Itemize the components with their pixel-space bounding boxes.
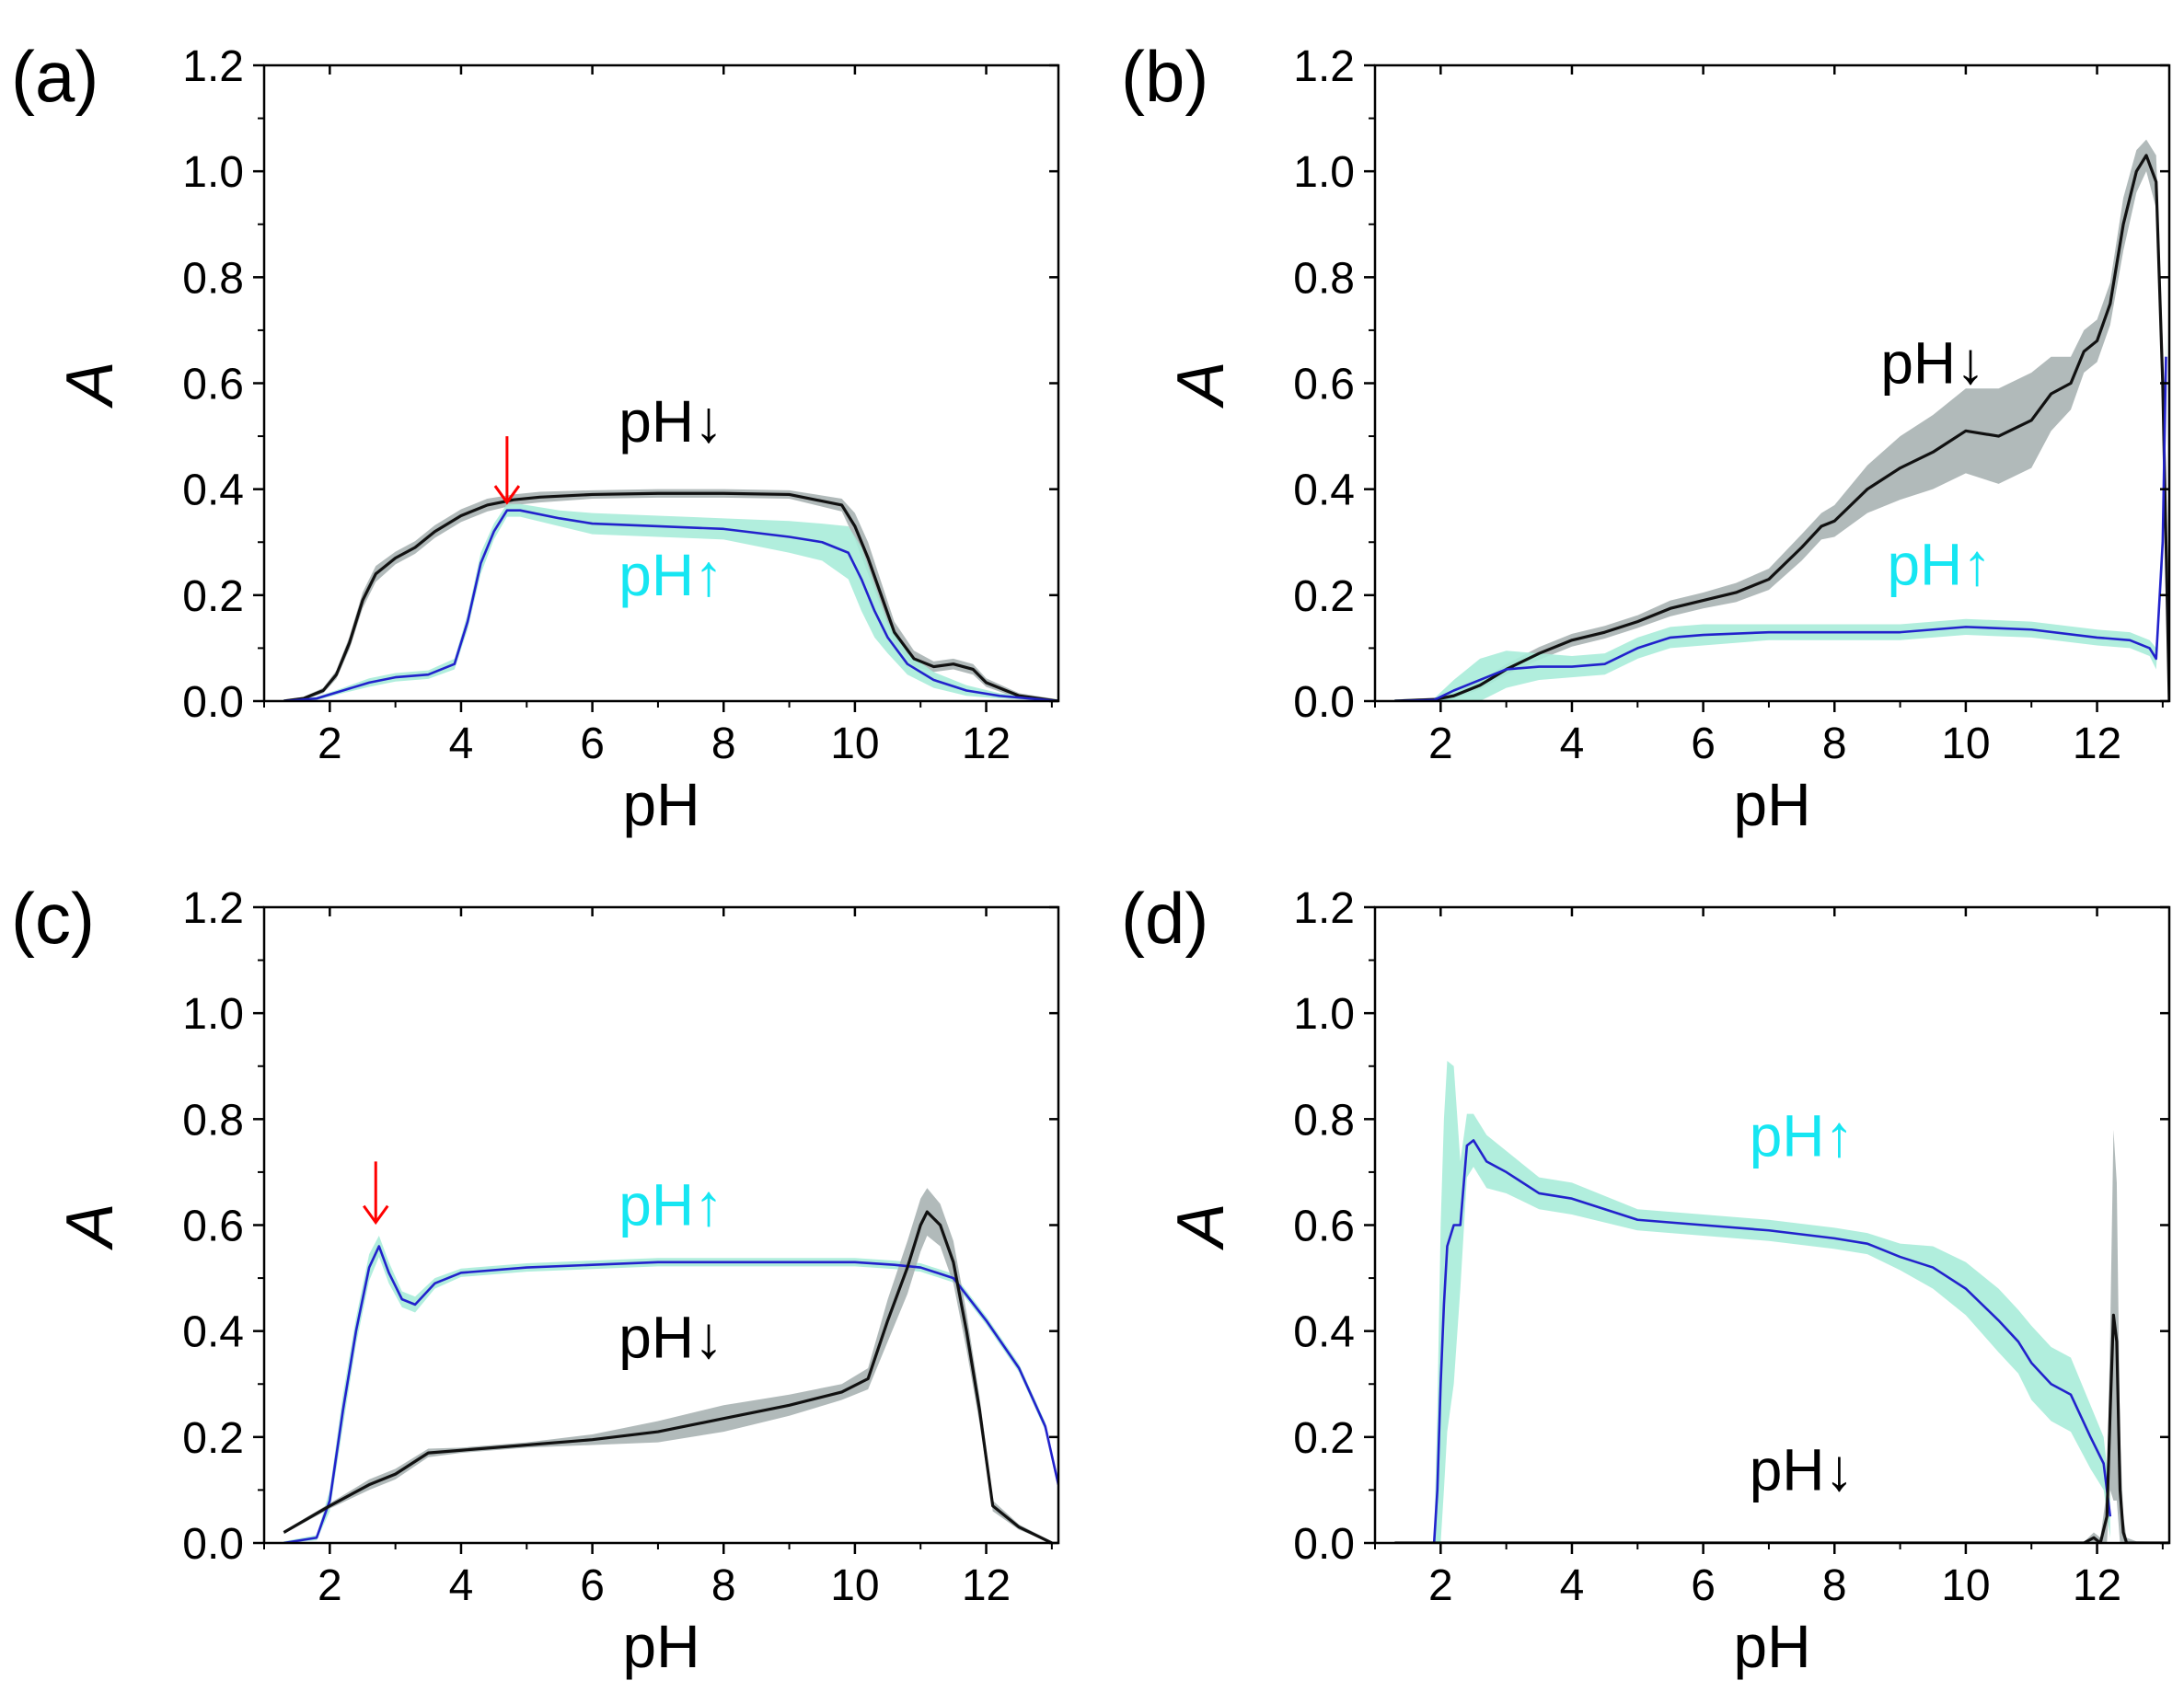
x-tick-label-b: 4 [1560, 720, 1585, 768]
x-tick-label-c: 2 [318, 1561, 342, 1610]
y-tick-label-c: 1.0 [182, 990, 244, 1039]
x-tick-label-c: 6 [580, 1561, 605, 1610]
panel-b: (b) 0.0 0.2 0.4 0.6 0.8 1.0 1.2 2 4 6 8 10 12 pH A pH↓ pH… [1121, 36, 2171, 838]
x-tick-label-d: 4 [1560, 1561, 1585, 1610]
y-tick-label-b: 1.0 [1293, 148, 1355, 197]
y-tick-label-c: 0.6 [182, 1203, 244, 1251]
x-tick-label-b: 6 [1691, 720, 1716, 768]
x-tick-label-d: 10 [1941, 1561, 1990, 1610]
plot-area-a [283, 489, 1058, 701]
y-tick-label-d: 0.0 [1293, 1520, 1355, 1569]
y-axis-label-a: A [53, 361, 127, 409]
series-line-a-up [283, 509, 1058, 701]
x-tick-label-d: 8 [1822, 1561, 1847, 1610]
y-tick-label-d: 1.0 [1293, 990, 1355, 1039]
x-tick-label-a: 10 [830, 720, 879, 768]
annotation-c-down: pH↓ [618, 1304, 723, 1370]
annotation-d-down: pH↓ [1750, 1436, 1855, 1503]
y-tick-label-c: 0.8 [182, 1096, 244, 1145]
marker-arrow-head-a [493, 485, 521, 505]
plot-area-c [283, 1188, 1058, 1543]
y-tick-label-a: 0.2 [182, 572, 244, 621]
y-axis-label-d: A [1164, 1203, 1238, 1250]
y-tick-label-c: 1.2 [182, 884, 244, 933]
band-b-down [1394, 139, 2169, 701]
x-tick-label-a: 4 [449, 720, 474, 768]
series-line-d-up [1432, 1139, 2112, 1543]
panel-d: (d) 0.0 0.2 0.4 0.6 0.8 1.0 1.2 2 4 6 8 10 12 pH ApH↑ pH… [1121, 878, 2171, 1680]
x-tick-label-a: 12 [962, 720, 1011, 768]
annotation-d-up: pH↑ [1750, 1103, 1855, 1169]
x-tick-label-b: 8 [1822, 720, 1847, 768]
y-axis-label-c: A [53, 1203, 127, 1250]
x-tick-label-c: 10 [830, 1561, 879, 1610]
x-tick-label-d: 12 [2073, 1561, 2121, 1610]
y-tick-label-d: 0.4 [1293, 1308, 1355, 1357]
y-tick-label-d: 1.2 [1293, 884, 1355, 933]
annotation-b-up: pH↑ [1887, 531, 1992, 597]
series-line-b-up [1394, 356, 2167, 701]
plot-area-b [1394, 139, 2169, 701]
panel-a: (a) 0.0 0.2 0.4 0.6 0.8 1.0 1.2 2 4 6 8 10 12 pH ApH↓ pH… [11, 36, 1060, 838]
y-tick-label-d: 0.8 [1293, 1096, 1355, 1145]
band-a-down [283, 489, 1058, 701]
panel-label-b: (b) [1121, 36, 1208, 117]
x-tick-label-b: 12 [2073, 720, 2121, 768]
y-tick-label-d: 0.6 [1293, 1203, 1355, 1251]
y-tick-label-b: 0.2 [1293, 572, 1355, 621]
x-tick-label-b: 2 [1428, 720, 1453, 768]
x-tick-label-a: 6 [580, 720, 605, 768]
series-line-c-up [283, 1245, 1058, 1543]
y-tick-label-b: 0.8 [1293, 254, 1355, 303]
plot-area-d [1394, 1060, 2169, 1543]
x-tick-label-d: 2 [1428, 1561, 1453, 1610]
panel-c: (c) 0.0 0.2 0.4 0.6 0.8 1.0 1.2 2 4 6 8 10 12 pH A pH↑ pH… [11, 878, 1060, 1680]
y-tick-label-a: 0.4 [182, 466, 244, 515]
annotation-c-up: pH↑ [618, 1172, 723, 1238]
annotation-b-down: pH↓ [1880, 330, 1985, 397]
panel-label-a: (a) [11, 36, 98, 117]
annotation-a-down: pH↓ [618, 388, 723, 455]
y-tick-label-b: 0.4 [1293, 466, 1355, 515]
annotation-a-up: pH↑ [618, 542, 723, 608]
x-tick-label-b: 10 [1941, 720, 1990, 768]
x-tick-label-a: 2 [318, 720, 342, 768]
y-tick-label-b: 0.0 [1293, 678, 1355, 727]
y-tick-label-c: 0.4 [182, 1308, 244, 1357]
x-tick-label-c: 12 [962, 1561, 1011, 1610]
series-line-c-down [283, 1210, 1053, 1543]
x-tick-label-a: 8 [711, 720, 736, 768]
y-tick-label-b: 1.2 [1293, 42, 1355, 91]
panel-label-d: (d) [1121, 878, 1208, 959]
y-tick-label-a: 0.8 [182, 254, 244, 303]
marker-arrow-head-c [363, 1204, 389, 1226]
y-tick-label-c: 0.0 [182, 1520, 244, 1569]
x-tick-label-d: 6 [1691, 1561, 1716, 1610]
y-tick-label-a: 0.0 [182, 678, 244, 727]
x-tick-label-c: 8 [711, 1561, 736, 1610]
x-axis-label-b: pH [1733, 770, 1810, 838]
band-b-up [1394, 329, 2167, 701]
band-a-up [283, 503, 1058, 701]
x-tick-label-c: 4 [449, 1561, 474, 1610]
series-line-d-down [1394, 1313, 2169, 1543]
series-line-a-down [283, 491, 1058, 701]
x-axis-label-a: pH [622, 770, 699, 838]
y-tick-label-c: 0.2 [182, 1414, 244, 1463]
band-c-up [283, 1236, 1058, 1543]
panel-label-c: (c) [11, 878, 95, 959]
x-axis-label-c: pH [622, 1612, 699, 1680]
y-axis-label-b: A [1164, 361, 1238, 409]
y-tick-label-d: 0.2 [1293, 1414, 1355, 1463]
y-tick-label-a: 1.0 [182, 148, 244, 197]
y-tick-label-a: 0.6 [182, 361, 244, 409]
y-tick-label-b: 0.6 [1293, 361, 1355, 409]
y-tick-label-a: 1.2 [182, 42, 244, 91]
band-d-up [1434, 1060, 2110, 1543]
series-line-b-down [1394, 154, 2169, 701]
x-axis-label-d: pH [1733, 1612, 1810, 1680]
